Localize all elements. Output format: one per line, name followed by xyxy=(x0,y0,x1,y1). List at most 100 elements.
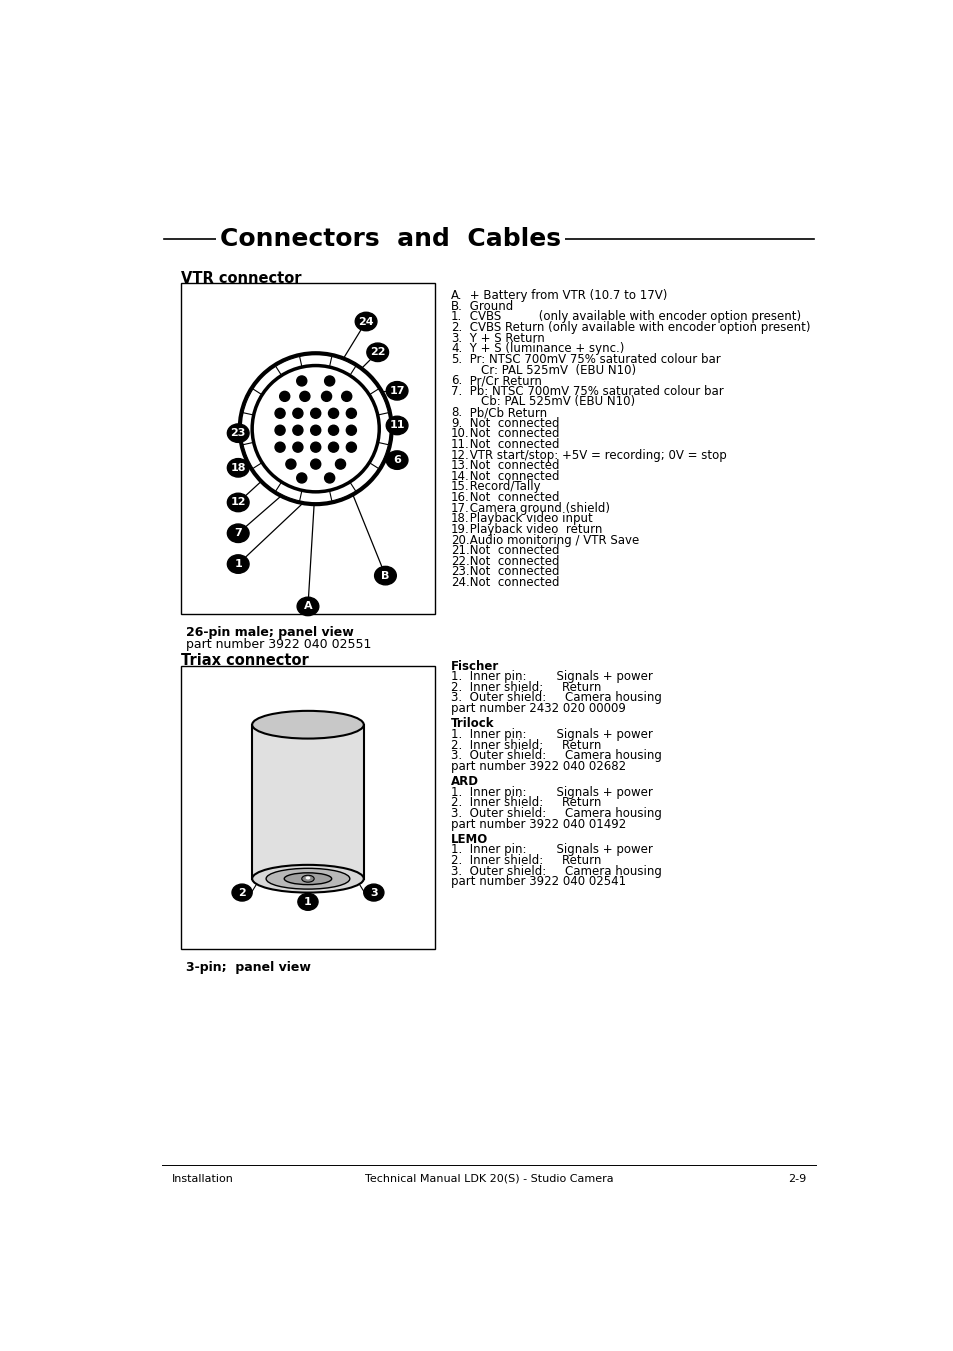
Text: 1: 1 xyxy=(234,559,242,569)
Text: 2.  Inner shield:     Return: 2. Inner shield: Return xyxy=(451,796,600,809)
Text: part number 3922 040 02541: part number 3922 040 02541 xyxy=(451,875,625,889)
Text: 19.: 19. xyxy=(451,523,469,536)
Text: Trilock: Trilock xyxy=(451,717,494,731)
Text: 2.  Inner shield:     Return: 2. Inner shield: Return xyxy=(451,681,600,694)
Ellipse shape xyxy=(284,873,332,885)
Text: 1.  Inner pin:        Signals + power: 1. Inner pin: Signals + power xyxy=(451,670,652,684)
Text: 23: 23 xyxy=(231,428,246,438)
Text: 21.: 21. xyxy=(451,544,469,557)
Text: A.: A. xyxy=(451,289,462,303)
Text: 3.: 3. xyxy=(451,332,461,345)
Bar xyxy=(181,282,435,615)
Ellipse shape xyxy=(386,451,408,469)
Text: 11: 11 xyxy=(389,420,404,431)
Text: 26-pin male; panel view: 26-pin male; panel view xyxy=(186,626,354,639)
Text: 23.: 23. xyxy=(451,566,469,578)
Ellipse shape xyxy=(297,893,317,911)
Text: Y + S (luminance + sync.): Y + S (luminance + sync.) xyxy=(466,342,624,355)
Circle shape xyxy=(296,376,307,386)
Circle shape xyxy=(328,408,338,419)
Ellipse shape xyxy=(227,524,249,543)
Text: VTR start/stop: +5V = recording; 0V = stop: VTR start/stop: +5V = recording; 0V = st… xyxy=(466,449,726,462)
Circle shape xyxy=(274,408,285,419)
Text: Camera ground (shield): Camera ground (shield) xyxy=(466,501,610,515)
Text: 2: 2 xyxy=(238,888,246,897)
Wedge shape xyxy=(369,442,388,469)
Text: Fischer: Fischer xyxy=(451,659,498,673)
Text: Installation: Installation xyxy=(172,1174,233,1183)
Circle shape xyxy=(346,426,356,435)
Bar xyxy=(181,666,435,948)
Ellipse shape xyxy=(301,875,314,882)
Text: Playback video  return: Playback video return xyxy=(466,523,602,536)
Text: Not  connected: Not connected xyxy=(466,490,559,504)
Text: 4.: 4. xyxy=(451,342,461,355)
Text: 12.: 12. xyxy=(451,449,469,462)
Text: 22.: 22. xyxy=(451,555,469,567)
Text: Record/Tally: Record/Tally xyxy=(466,481,540,493)
Text: 14.: 14. xyxy=(451,470,469,482)
Ellipse shape xyxy=(227,555,249,573)
Text: Not  connected: Not connected xyxy=(466,566,559,578)
Text: Audio monitoring / VTR Save: Audio monitoring / VTR Save xyxy=(466,534,639,547)
Ellipse shape xyxy=(252,711,363,739)
Text: Not  connected: Not connected xyxy=(466,544,559,557)
Circle shape xyxy=(311,408,320,419)
Wedge shape xyxy=(275,357,302,376)
Text: 24.: 24. xyxy=(451,576,469,589)
Text: 17: 17 xyxy=(389,386,404,396)
Text: Ground: Ground xyxy=(466,300,513,313)
Text: 3-pin;  panel view: 3-pin; panel view xyxy=(186,961,311,974)
Text: 12: 12 xyxy=(231,497,246,508)
Ellipse shape xyxy=(227,493,249,512)
Text: 18: 18 xyxy=(231,463,246,473)
Text: 6: 6 xyxy=(393,455,400,465)
Text: 2-9: 2-9 xyxy=(787,1174,805,1183)
Circle shape xyxy=(274,426,285,435)
Ellipse shape xyxy=(305,877,310,880)
Text: Cb: PAL 525mV (EBU N10): Cb: PAL 525mV (EBU N10) xyxy=(466,396,635,408)
Text: Pb/Cb Return: Pb/Cb Return xyxy=(466,407,547,419)
Text: 9.: 9. xyxy=(451,416,461,430)
Text: CVBS          (only available with encoder option present): CVBS (only available with encoder option… xyxy=(466,311,801,323)
Ellipse shape xyxy=(367,343,388,362)
Text: Technical Manual LDK 20(S) - Studio Camera: Technical Manual LDK 20(S) - Studio Came… xyxy=(364,1174,613,1183)
Circle shape xyxy=(253,366,378,490)
Wedge shape xyxy=(243,389,262,415)
Circle shape xyxy=(324,376,335,386)
Text: Pr/Cr Return: Pr/Cr Return xyxy=(466,374,541,388)
Circle shape xyxy=(321,392,332,401)
Ellipse shape xyxy=(386,381,408,400)
Text: part number 3922 040 02682: part number 3922 040 02682 xyxy=(451,759,625,773)
Circle shape xyxy=(311,426,320,435)
Ellipse shape xyxy=(375,566,395,585)
Text: 10.: 10. xyxy=(451,427,469,440)
Text: 5.: 5. xyxy=(451,353,461,366)
Text: 1.: 1. xyxy=(451,311,461,323)
Ellipse shape xyxy=(355,312,376,331)
Text: 3.  Outer shield:     Camera housing: 3. Outer shield: Camera housing xyxy=(451,865,661,878)
Text: Not  connected: Not connected xyxy=(466,576,559,589)
Text: Playback video input: Playback video input xyxy=(466,512,593,526)
Text: 3.  Outer shield:     Camera housing: 3. Outer shield: Camera housing xyxy=(451,750,661,762)
Circle shape xyxy=(293,408,303,419)
Text: Not  connected: Not connected xyxy=(466,438,559,451)
Text: 17.: 17. xyxy=(451,501,469,515)
Circle shape xyxy=(311,442,320,453)
Text: Connectors  and  Cables: Connectors and Cables xyxy=(220,227,560,251)
Text: Y + S Return: Y + S Return xyxy=(466,332,544,345)
Text: 22: 22 xyxy=(370,347,385,357)
Circle shape xyxy=(311,459,320,469)
Wedge shape xyxy=(369,389,388,415)
Text: 1.  Inner pin:        Signals + power: 1. Inner pin: Signals + power xyxy=(451,843,652,857)
Text: + Battery from VTR (10.7 to 17V): + Battery from VTR (10.7 to 17V) xyxy=(466,289,667,303)
Text: 7.: 7. xyxy=(451,385,461,397)
Circle shape xyxy=(328,442,338,453)
Circle shape xyxy=(324,473,335,482)
Ellipse shape xyxy=(227,424,249,442)
Text: Cr: PAL 525mV  (EBU N10): Cr: PAL 525mV (EBU N10) xyxy=(466,363,636,377)
Ellipse shape xyxy=(386,416,408,435)
Text: 20.: 20. xyxy=(451,534,469,547)
Text: 16.: 16. xyxy=(451,490,469,504)
Text: 8.: 8. xyxy=(451,407,461,419)
